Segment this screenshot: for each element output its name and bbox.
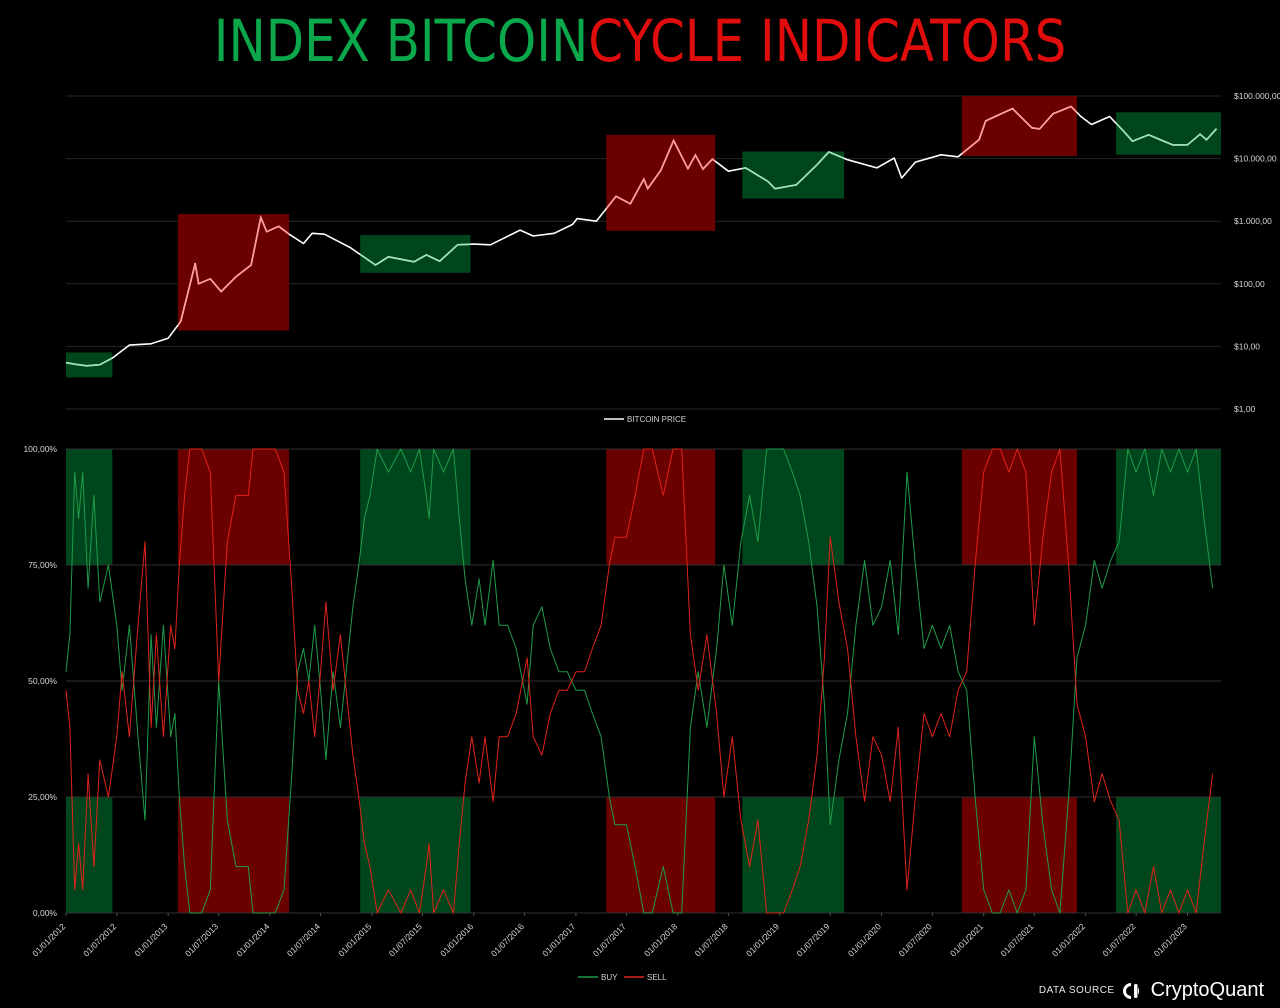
chart-title: INDEX BITCOINCYCLE INDICATORS xyxy=(90,6,1191,76)
x-tick-label: 01/01/2019 xyxy=(744,921,781,958)
indicator-y-tick-label: 100,00% xyxy=(23,444,57,454)
indicator-y-tick-label: 0,00% xyxy=(33,908,58,918)
sell-zone-price-segment xyxy=(606,138,716,210)
x-tick-label: 01/01/2015 xyxy=(336,921,373,958)
indicator-y-tick-label: 25,00% xyxy=(28,792,57,802)
price-chart: $1,00 $10,00 $100,00 $1.000,00 $10.000,00 $10… xyxy=(65,91,1280,414)
x-tick-label: 01/07/2017 xyxy=(591,921,628,958)
sell-zone-rect xyxy=(961,449,1077,565)
x-tick-label: 01/07/2012 xyxy=(81,921,118,958)
sell-zone-rect xyxy=(606,134,716,231)
x-tick-label: 01/01/2017 xyxy=(540,921,577,958)
sell-zone-rect xyxy=(606,449,716,565)
buy-zone-rect xyxy=(742,797,845,913)
buy-legend-label: BUY xyxy=(601,973,618,982)
x-tick-label: 01/07/2022 xyxy=(1100,921,1137,958)
sell-zone-price-segment xyxy=(961,105,1077,155)
sell-zone-price-segment xyxy=(177,214,290,327)
x-tick-label: 01/01/2022 xyxy=(1050,921,1087,958)
sell-zone-rect xyxy=(961,797,1077,913)
price-y-tick-label: $10,00 xyxy=(1234,341,1260,351)
brand-name: CryptoQuant xyxy=(1150,979,1264,1001)
x-tick-label: 01/01/2021 xyxy=(948,921,985,958)
indicator-legend: BUY SELL xyxy=(578,973,667,982)
x-tick-label: 01/07/2021 xyxy=(999,921,1036,958)
title-part-2: CYCLE INDICATORS xyxy=(588,7,1067,75)
sell-zone-rect xyxy=(961,96,1077,157)
x-tick-label: 01/01/2016 xyxy=(438,921,475,958)
sell-zone-rect xyxy=(177,214,290,331)
x-tick-label: 01/07/2020 xyxy=(897,921,934,958)
price-y-tick-label: $100.000,00 xyxy=(1234,91,1280,101)
x-tick-label: 01/01/2018 xyxy=(642,921,679,958)
indicator-y-tick-label: 75,00% xyxy=(28,560,57,570)
buy-zone-rect xyxy=(360,449,471,565)
sell-zone-rect xyxy=(606,797,716,913)
price-legend: BITCOIN PRICE xyxy=(604,415,686,424)
buy-zone-rect xyxy=(1116,112,1221,155)
data-source-footer: DATA SOURCE CryptoQuant xyxy=(1039,979,1264,1002)
sell-series-line xyxy=(65,448,1214,914)
price-y-tick-label: $10.000,00 xyxy=(1234,154,1277,164)
x-tick-label: 01/01/2020 xyxy=(846,921,883,958)
x-tick-label: 01/07/2015 xyxy=(387,921,424,958)
price-legend-label: BITCOIN PRICE xyxy=(627,415,686,424)
buy-zone-rect xyxy=(742,449,845,565)
sell-legend-label: SELL xyxy=(647,973,667,982)
x-tick-label: 01/01/2023 xyxy=(1152,921,1189,958)
indicator-chart: 0,00% 25,00% 50,00% 75,00% 100,00% 01/01/2012… xyxy=(23,444,1221,958)
x-tick-label: 01/01/2013 xyxy=(132,921,169,958)
title-part-1: INDEX BITCOIN xyxy=(213,7,589,75)
x-tick-label: 01/07/2014 xyxy=(285,921,322,958)
x-tick-label: 01/07/2016 xyxy=(489,921,526,958)
price-y-tick-label: $1,00 xyxy=(1234,404,1256,414)
indicator-y-tick-label: 50,00% xyxy=(28,676,57,686)
data-source-label: DATA SOURCE xyxy=(1038,985,1115,996)
x-tick-label: 01/07/2019 xyxy=(794,921,831,958)
x-tick-label: 01/01/2014 xyxy=(234,921,271,958)
x-tick-label: 01/07/2018 xyxy=(693,921,730,958)
buy-zone-rect xyxy=(742,151,845,199)
buy-zone-rect xyxy=(360,797,471,913)
x-tick-label: 01/07/2013 xyxy=(183,921,220,958)
x-tick-label: 01/01/2012 xyxy=(30,921,67,958)
buy-zone-rect xyxy=(360,235,471,273)
price-y-tick-label: $100,00 xyxy=(1234,279,1265,289)
price-y-tick-label: $1.000,00 xyxy=(1234,216,1272,226)
cryptoquant-logo-icon xyxy=(1122,982,1139,999)
